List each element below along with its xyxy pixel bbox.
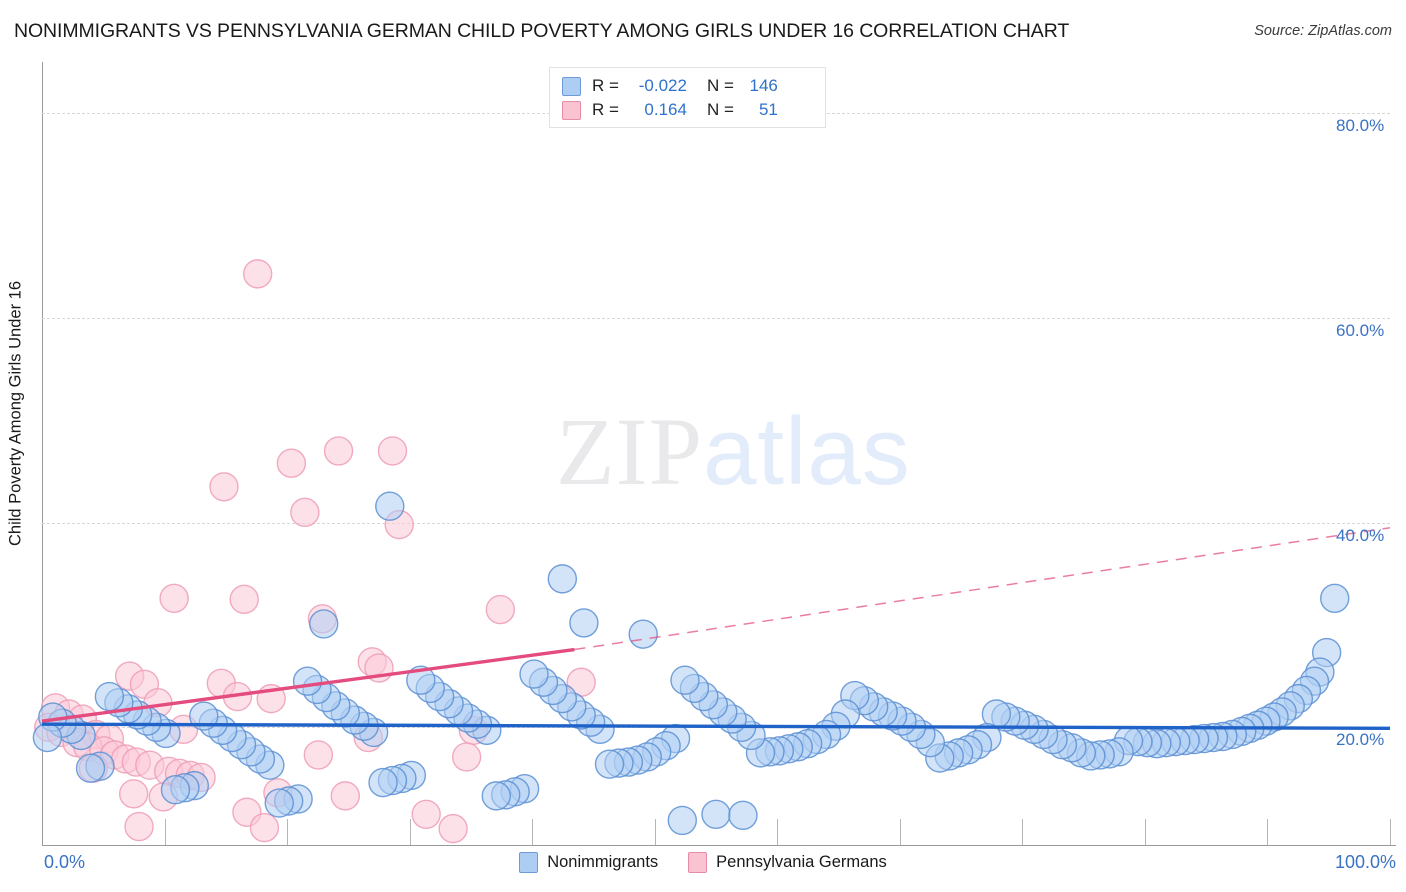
stats-row-nonimmigrants: R = -0.022 N = 146 (562, 74, 813, 98)
y-axis-title: Child Poverty Among Girls Under 16 (6, 280, 25, 547)
n-label-blue: N = (706, 76, 734, 95)
x-axis-tick (532, 819, 533, 845)
y-tick-label: 40.0% (1336, 525, 1385, 545)
gridline-60.0 (42, 317, 1390, 319)
x-axis-tick (654, 819, 656, 845)
plot-area (42, 62, 1391, 845)
series-legend: Nonimmigrants Pennsylvania Germans (0, 852, 1406, 873)
y-axis-line (42, 62, 43, 845)
page-title: NONIMMIGRANTS VS PENNSYLVANIA GERMAN CHI… (14, 20, 1070, 42)
x-axis-min-label: 0.0% (44, 852, 86, 872)
legend-item-pennsylvania-germans[interactable]: Pennsylvania Germans (688, 852, 887, 873)
n-value-blue: 146 (749, 76, 778, 95)
correlation-stats-legend: R = -0.022 N = 146 R = 0.164 N = 51 (549, 67, 826, 128)
source-attribution: Source: ZipAtlas.com (1254, 23, 1392, 39)
stats-row-pennsylvania-germans: R = 0.164 N = 51 (562, 98, 813, 122)
n-value-pink: 51 (758, 100, 778, 119)
x-axis-tick (1022, 819, 1023, 845)
r-value-pink: 0.164 (644, 100, 687, 119)
x-axis-line (42, 845, 1396, 846)
x-axis-max-label: 100.0% (1334, 852, 1396, 872)
legend-chip-pennsylvania-germans (688, 852, 708, 873)
legend-label-nonimmigrants: Nonimmigrants (547, 853, 659, 871)
legend-item-nonimmigrants[interactable]: Nonimmigrants (519, 852, 658, 873)
n-label-pink: N = (706, 100, 734, 119)
r-label-pink: R = (592, 100, 619, 119)
x-axis-tick (899, 819, 901, 845)
x-axis-tick (777, 819, 778, 845)
series-swatch-nonimmigrants (562, 76, 581, 96)
y-tick-label: 60.0% (1336, 320, 1385, 340)
legend-label-pennsylvania-germans: Pennsylvania Germans (716, 853, 887, 871)
x-axis-tick (409, 819, 411, 845)
gridline-20.0 (42, 727, 1390, 729)
series-swatch-pennsylvania-germans (562, 100, 581, 120)
x-axis-tick (287, 819, 288, 845)
x-axis-tick (1389, 819, 1391, 845)
legend-chip-nonimmigrants (519, 852, 539, 873)
x-axis-tick (164, 819, 166, 845)
r-value-blue: -0.022 (638, 76, 687, 95)
x-axis-tick (1144, 819, 1146, 845)
r-label-blue: R = (592, 76, 619, 95)
gridline-40.0 (42, 522, 1390, 524)
y-tick-label: 20.0% (1336, 730, 1385, 750)
x-axis-tick (1267, 819, 1268, 845)
y-tick-label: 80.0% (1336, 116, 1385, 136)
